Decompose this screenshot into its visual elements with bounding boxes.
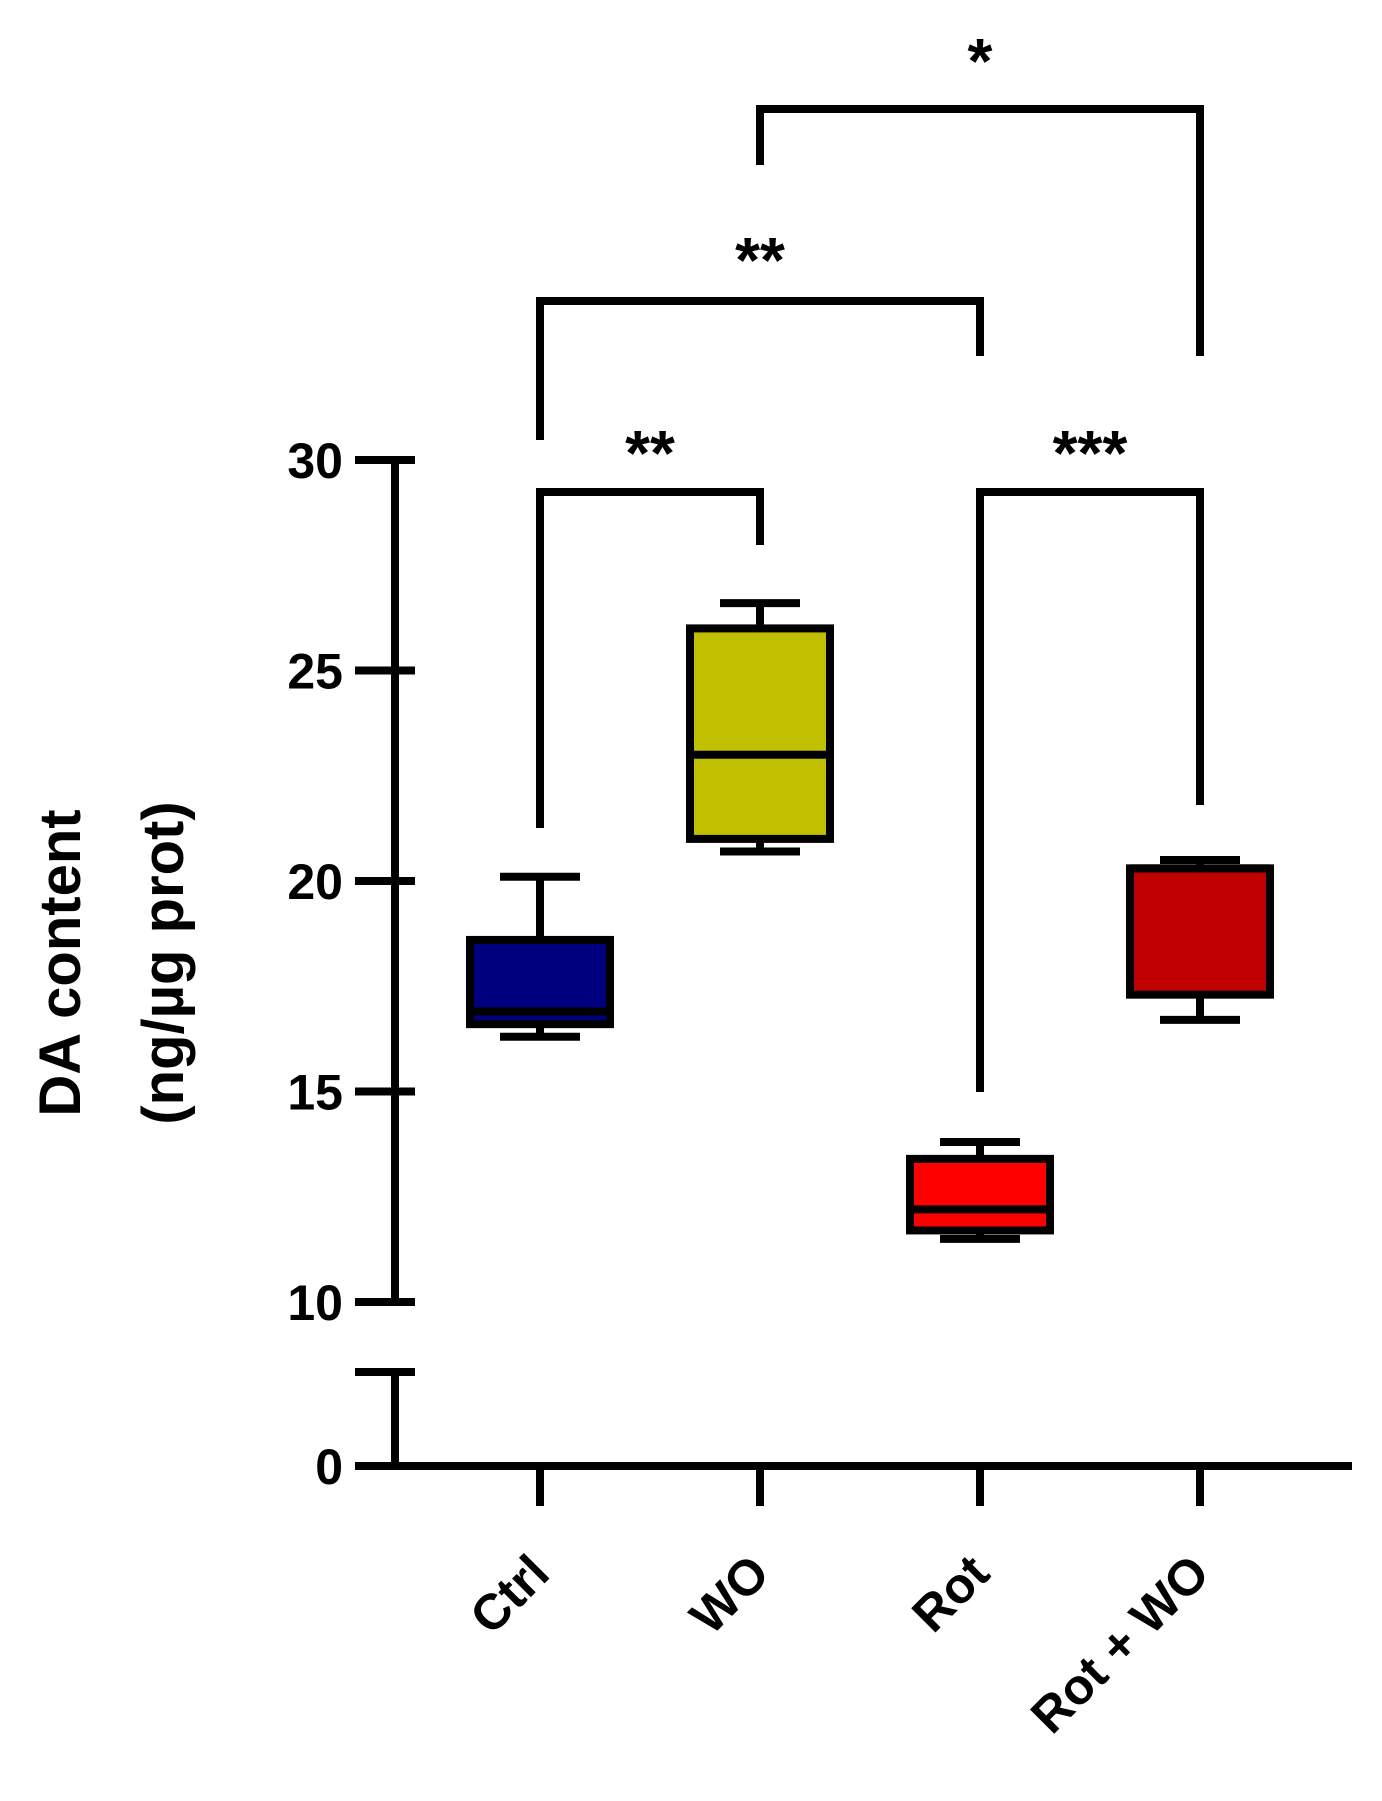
y-axis-title-line1: DA content	[28, 809, 93, 1116]
x-category-label-3: Rot + WO	[1020, 1544, 1220, 1744]
significance-label-1: ***	[1053, 417, 1128, 489]
box-0	[466, 872, 614, 1041]
y-tick-label-30: 30	[287, 433, 343, 489]
significance-bracket-3: *	[756, 25, 1204, 356]
significance-bracket-0: **	[536, 417, 764, 828]
bracket-line-0	[536, 488, 764, 828]
x-category-label-0: Ctrl	[459, 1544, 559, 1644]
box-body-1	[686, 624, 834, 843]
significance-brackets: ** ******	[536, 25, 1204, 1092]
box-body-2	[906, 1154, 1054, 1235]
box-body-3	[1126, 864, 1274, 999]
significance-bracket-1: ***	[976, 417, 1204, 1092]
bracket-line-3	[756, 105, 1204, 356]
bracket-line-2	[536, 297, 984, 440]
boxes	[466, 599, 1274, 1243]
y-axis-title-line2: (ng/µg prot)	[131, 801, 196, 1124]
box-3	[1126, 855, 1274, 1024]
y-tick-label-10: 10	[287, 1275, 343, 1331]
box-1	[686, 599, 834, 856]
y-tick-label-0: 0	[315, 1439, 343, 1495]
y-tick-label-15: 15	[287, 1065, 343, 1121]
x-category-label-1: WO	[679, 1544, 779, 1644]
x-category-label-2: Rot	[901, 1544, 1000, 1643]
significance-label-0: **	[625, 417, 675, 489]
x-ticks: Ctrl WO Rot Rot + WO	[459, 1466, 1220, 1744]
y-tick-label-25: 25	[287, 644, 343, 700]
significance-label-2: **	[735, 224, 785, 296]
significance-label-3: *	[968, 25, 993, 97]
significance-bracket-2: **	[536, 224, 984, 440]
box-2	[906, 1138, 1054, 1243]
y-tick-label-20: 20	[287, 854, 343, 910]
y-ticks: 10 15 20 25 30 0	[287, 433, 415, 1495]
bracket-line-1	[976, 488, 1204, 1092]
